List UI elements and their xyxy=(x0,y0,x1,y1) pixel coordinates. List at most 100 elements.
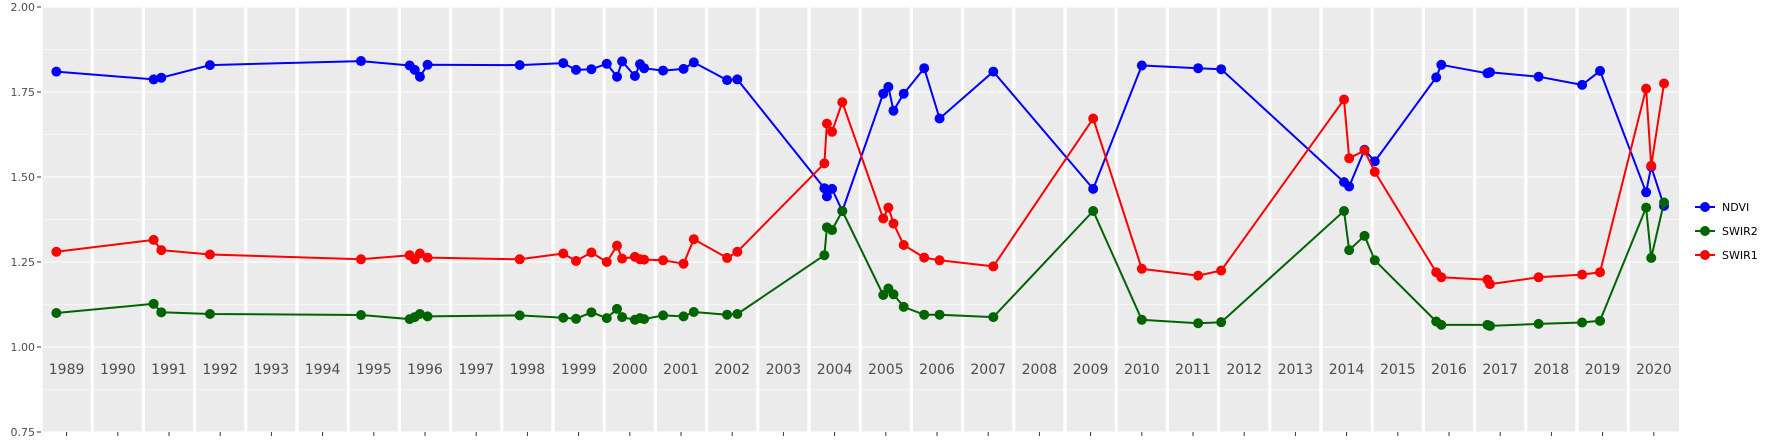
data-point-swir2 xyxy=(1339,206,1350,216)
data-point-ndvi xyxy=(409,64,420,75)
data-point-swir2 xyxy=(819,250,830,261)
data-point-swir2 xyxy=(722,309,733,320)
data-point-swir1 xyxy=(1533,272,1544,283)
data-point-swir2 xyxy=(837,206,848,216)
data-point-swir1 xyxy=(688,234,699,245)
data-point-swir1 xyxy=(148,234,159,245)
data-point-swir2 xyxy=(558,312,569,323)
data-point-ndvi xyxy=(1216,64,1227,75)
data-point-swir1 xyxy=(1484,279,1495,290)
year-label: 2000 xyxy=(612,362,648,378)
data-point-ndvi xyxy=(148,74,159,85)
data-point-ndvi xyxy=(629,71,640,82)
year-label: 2012 xyxy=(1226,362,1262,378)
data-point-swir1 xyxy=(571,255,582,266)
data-point-swir1 xyxy=(1369,166,1380,177)
data-point-ndvi xyxy=(51,66,62,77)
data-point-swir2 xyxy=(601,313,612,324)
data-point-swir2 xyxy=(988,312,999,323)
data-point-swir2 xyxy=(1136,314,1147,325)
data-point-ndvi xyxy=(688,57,699,68)
data-point-swir1 xyxy=(888,218,899,229)
year-label: 2020 xyxy=(1636,362,1672,378)
data-point-ndvi xyxy=(898,88,909,99)
data-point-ndvi xyxy=(919,63,930,74)
data-point-swir1 xyxy=(1436,272,1447,283)
data-point-swir1 xyxy=(878,213,889,224)
series-swir1 xyxy=(51,78,1670,290)
data-point-ndvi xyxy=(156,72,167,83)
legend-label: SWIR1 xyxy=(1722,249,1758,262)
data-point-swir1 xyxy=(1193,270,1204,281)
year-label: 2003 xyxy=(766,362,802,378)
data-point-swir2 xyxy=(1646,252,1657,263)
data-point-ndvi xyxy=(658,65,669,76)
data-point-ndvi xyxy=(1193,63,1204,74)
legend-label: NDVI xyxy=(1722,201,1749,214)
year-label: 1994 xyxy=(305,362,341,378)
data-point-swir1 xyxy=(819,158,830,169)
data-point-swir2 xyxy=(51,308,62,318)
data-point-swir1 xyxy=(1136,263,1147,274)
data-point-ndvi xyxy=(204,60,215,71)
year-label: 2016 xyxy=(1431,362,1467,378)
year-label: 2017 xyxy=(1482,362,1518,378)
data-point-ndvi xyxy=(1431,72,1442,83)
data-point-ndvi xyxy=(601,58,612,69)
data-point-ndvi xyxy=(571,64,582,75)
data-point-swir2 xyxy=(1484,320,1495,331)
data-point-ndvi xyxy=(934,113,945,124)
legend-key-point xyxy=(1700,226,1710,236)
y-tick-label: 1.25 xyxy=(11,256,36,269)
year-label: 2006 xyxy=(919,362,955,378)
year-label: 1995 xyxy=(356,362,392,378)
data-point-swir2 xyxy=(514,310,525,321)
data-point-swir2 xyxy=(688,306,699,317)
data-point-ndvi xyxy=(558,58,569,69)
year-label: 1996 xyxy=(407,362,443,378)
year-label: 2009 xyxy=(1073,362,1109,378)
data-point-swir2 xyxy=(156,307,167,318)
data-point-swir2 xyxy=(919,309,930,320)
year-labels: 1989 1990 1991 1992 1993 1994 1995 1996 1997 1998… xyxy=(49,362,1672,436)
y-axis: 0.75 1.00 1.25 1.50 1.75 2.00 xyxy=(11,1,41,439)
data-point-swir2 xyxy=(934,309,945,320)
data-point-swir1 xyxy=(722,252,733,263)
year-label: 1993 xyxy=(254,362,290,378)
y-tick-label: 1.50 xyxy=(11,171,36,184)
data-point-swir2 xyxy=(678,311,689,322)
data-point-swir2 xyxy=(639,314,650,325)
data-point-swir1 xyxy=(639,254,650,265)
data-point-swir1 xyxy=(919,252,930,263)
year-label: 2014 xyxy=(1329,362,1365,378)
year-label: 2001 xyxy=(663,362,699,378)
data-point-swir2 xyxy=(888,289,899,300)
data-point-ndvi xyxy=(732,74,743,85)
year-label: 2007 xyxy=(970,362,1006,378)
data-point-swir2 xyxy=(148,298,159,309)
data-point-swir1 xyxy=(1359,145,1370,156)
legend: NDVI SWIR2 SWIR1 xyxy=(1695,201,1758,262)
data-point-ndvi xyxy=(586,64,597,75)
data-point-ndvi xyxy=(827,183,838,194)
year-label: 2008 xyxy=(1022,362,1058,378)
data-point-swir1 xyxy=(827,126,838,137)
data-point-ndvi xyxy=(1577,79,1588,90)
data-point-ndvi xyxy=(878,88,889,99)
data-point-ndvi xyxy=(422,59,433,70)
data-point-swir1 xyxy=(612,240,622,251)
y-tick-label: 1.75 xyxy=(11,86,36,99)
data-point-swir1 xyxy=(601,257,612,267)
data-point-swir2 xyxy=(1216,317,1227,328)
data-point-swir2 xyxy=(658,310,669,321)
data-point-swir2 xyxy=(1659,197,1670,208)
data-point-swir1 xyxy=(1339,94,1350,105)
data-point-ndvi xyxy=(1436,59,1447,70)
data-point-swir1 xyxy=(732,246,743,257)
year-label: 2018 xyxy=(1534,362,1570,378)
legend-key-point xyxy=(1700,202,1710,212)
year-label: 1990 xyxy=(100,362,136,378)
data-point-ndvi xyxy=(356,56,366,67)
year-label: 2010 xyxy=(1124,362,1160,378)
